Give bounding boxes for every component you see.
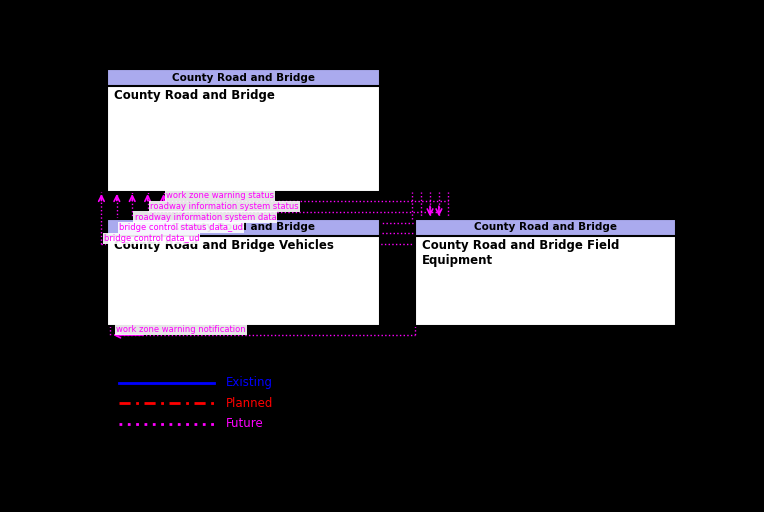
Bar — [107, 69, 380, 86]
Text: County Road and Bridge: County Road and Bridge — [172, 73, 315, 82]
Text: work zone warning status: work zone warning status — [166, 191, 274, 200]
Text: County Road and Bridge: County Road and Bridge — [474, 222, 617, 232]
Text: County Road and Bridge: County Road and Bridge — [115, 89, 275, 102]
Text: roadway information system data: roadway information system data — [134, 212, 277, 222]
Text: bridge control data_ud: bridge control data_ud — [104, 234, 199, 243]
Bar — [416, 219, 676, 326]
Text: County Road and Bridge Vehicles: County Road and Bridge Vehicles — [115, 239, 335, 252]
Text: Existing: Existing — [226, 376, 273, 389]
Text: Future: Future — [226, 417, 264, 430]
Text: roadway information system status: roadway information system status — [150, 202, 299, 211]
Bar — [107, 69, 380, 191]
Text: County Road and Bridge Field
Equipment: County Road and Bridge Field Equipment — [422, 239, 620, 267]
Text: work zone warning notification: work zone warning notification — [116, 325, 246, 334]
Text: Planned: Planned — [226, 397, 274, 410]
Bar — [107, 219, 380, 326]
Bar — [107, 219, 380, 236]
Text: County Road and Bridge: County Road and Bridge — [172, 222, 315, 232]
Bar — [416, 219, 676, 236]
Text: bridge control status data_ud: bridge control status data_ud — [119, 223, 243, 232]
